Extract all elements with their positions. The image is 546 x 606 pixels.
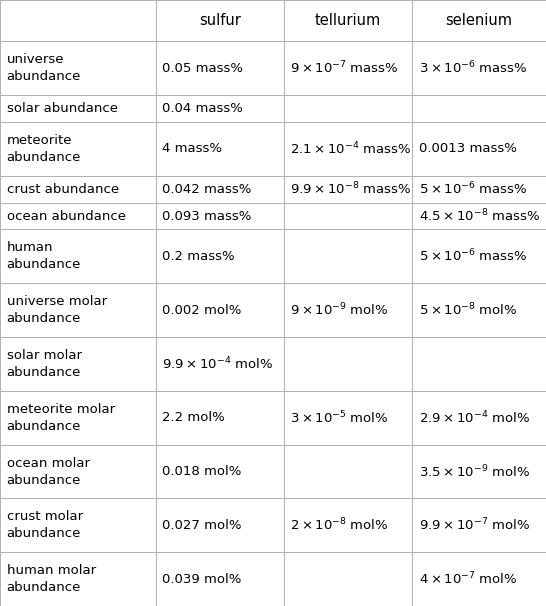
Text: selenium: selenium [446, 13, 513, 28]
Text: 0.002 mol%: 0.002 mol% [162, 304, 241, 317]
Text: $4.5\times10^{-8}$ mass%: $4.5\times10^{-8}$ mass% [419, 208, 540, 224]
Text: $3.5\times10^{-9}$ mol%: $3.5\times10^{-9}$ mol% [419, 463, 530, 480]
Text: $2\times10^{-8}$ mol%: $2\times10^{-8}$ mol% [290, 517, 389, 534]
Text: $2.9\times10^{-4}$ mol%: $2.9\times10^{-4}$ mol% [419, 410, 530, 426]
Text: $3\times10^{-6}$ mass%: $3\times10^{-6}$ mass% [419, 60, 527, 76]
Text: 4 mass%: 4 mass% [162, 142, 222, 155]
Text: solar abundance: solar abundance [7, 102, 117, 115]
Text: crust molar
abundance: crust molar abundance [7, 510, 82, 541]
Text: 0.0013 mass%: 0.0013 mass% [419, 142, 517, 155]
Text: human
abundance: human abundance [7, 241, 81, 271]
Text: $4\times10^{-7}$ mol%: $4\times10^{-7}$ mol% [419, 571, 517, 587]
Text: 0.093 mass%: 0.093 mass% [162, 210, 252, 222]
Text: universe molar
abundance: universe molar abundance [7, 295, 106, 325]
Text: sulfur: sulfur [199, 13, 241, 28]
Text: tellurium: tellurium [315, 13, 381, 28]
Text: $5\times10^{-6}$ mass%: $5\times10^{-6}$ mass% [419, 181, 527, 198]
Text: $2.1\times10^{-4}$ mass%: $2.1\times10^{-4}$ mass% [290, 141, 412, 157]
Text: $3\times10^{-5}$ mol%: $3\times10^{-5}$ mol% [290, 410, 389, 426]
Text: $9.9\times10^{-7}$ mol%: $9.9\times10^{-7}$ mol% [419, 517, 530, 534]
Text: $5\times10^{-8}$ mol%: $5\times10^{-8}$ mol% [419, 302, 517, 319]
Text: $5\times10^{-6}$ mass%: $5\times10^{-6}$ mass% [419, 248, 527, 265]
Text: 2.2 mol%: 2.2 mol% [162, 411, 225, 424]
Text: universe
abundance: universe abundance [7, 53, 81, 83]
Text: 0.2 mass%: 0.2 mass% [162, 250, 235, 263]
Text: 0.018 mol%: 0.018 mol% [162, 465, 241, 478]
Text: ocean molar
abundance: ocean molar abundance [7, 456, 90, 487]
Text: 0.042 mass%: 0.042 mass% [162, 182, 252, 196]
Text: $9\times10^{-7}$ mass%: $9\times10^{-7}$ mass% [290, 60, 399, 76]
Text: crust abundance: crust abundance [7, 182, 118, 196]
Text: 0.05 mass%: 0.05 mass% [162, 62, 243, 75]
Text: $9.9\times10^{-4}$ mol%: $9.9\times10^{-4}$ mol% [162, 356, 274, 372]
Text: meteorite
abundance: meteorite abundance [7, 134, 81, 164]
Text: $9\times10^{-9}$ mol%: $9\times10^{-9}$ mol% [290, 302, 389, 319]
Text: $9.9\times10^{-8}$ mass%: $9.9\times10^{-8}$ mass% [290, 181, 412, 198]
Text: 0.039 mol%: 0.039 mol% [162, 573, 241, 585]
Text: 0.027 mol%: 0.027 mol% [162, 519, 242, 532]
Text: human molar
abundance: human molar abundance [7, 564, 96, 594]
Text: meteorite molar
abundance: meteorite molar abundance [7, 403, 115, 433]
Text: solar molar
abundance: solar molar abundance [7, 349, 81, 379]
Text: 0.04 mass%: 0.04 mass% [162, 102, 243, 115]
Text: ocean abundance: ocean abundance [7, 210, 126, 222]
